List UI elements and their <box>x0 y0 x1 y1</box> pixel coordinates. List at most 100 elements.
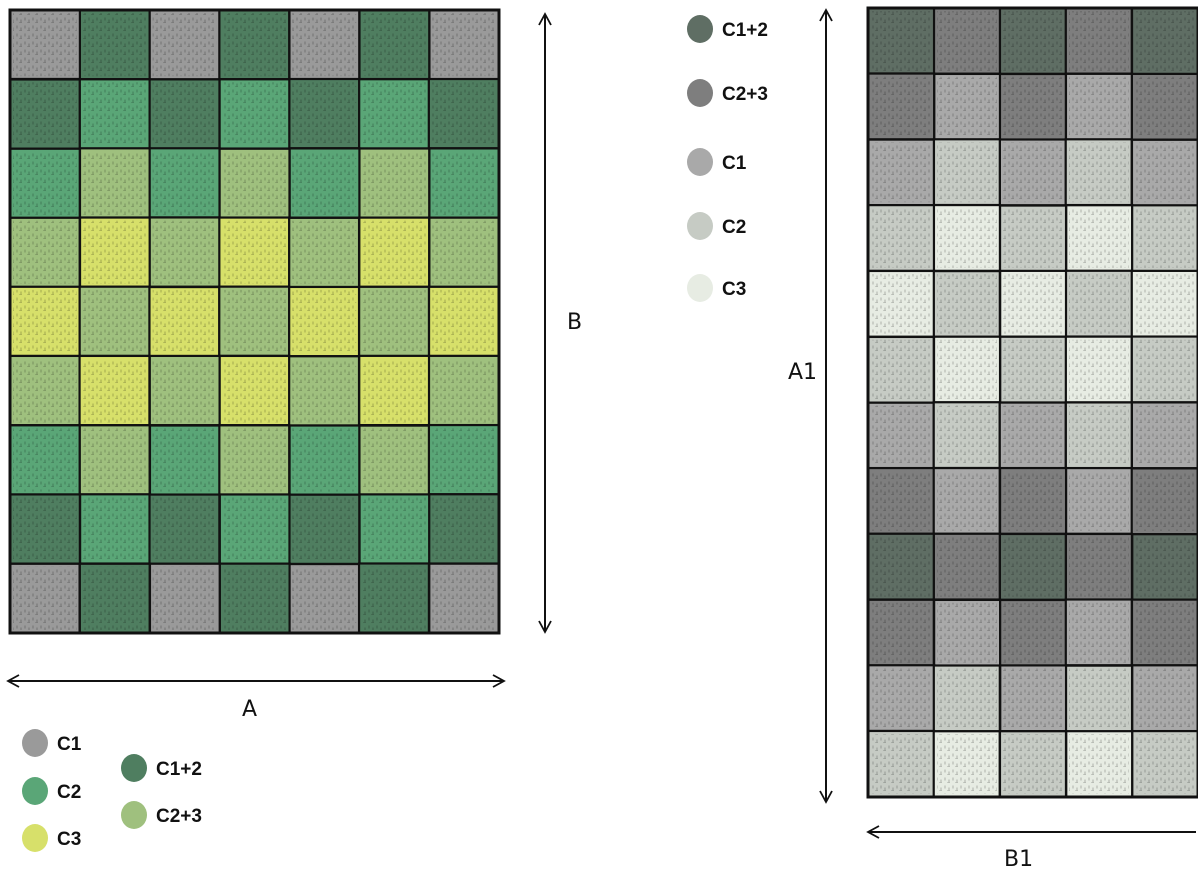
quilt-a-block-stitching <box>152 497 217 561</box>
quilt-a-block-stitching <box>292 428 357 492</box>
quilt-a-block-stitching <box>82 497 147 561</box>
legend-b-swatch <box>687 148 713 176</box>
quilt-a-block <box>288 562 361 635</box>
quilt-a-block <box>218 147 291 220</box>
quilt-b-block-stitching <box>1069 668 1129 729</box>
quilt-b-block-stitching <box>1069 405 1129 466</box>
quilt-b-block <box>867 269 936 338</box>
quilt-a-block-stitching <box>362 289 427 354</box>
quilt-b-block-stitching <box>1069 734 1129 794</box>
quilt-a-block <box>218 562 291 634</box>
quilt-b-block <box>932 138 1002 207</box>
quilt-b-block <box>932 401 1001 470</box>
quilt-a-block <box>148 285 221 358</box>
legend-b-item: C2+3 <box>687 79 768 107</box>
quilt-b-block-stitching <box>937 734 997 794</box>
quilt-a-block-stitching <box>222 151 287 215</box>
quilt-b-block-stitching <box>937 208 997 268</box>
quilt-b-block <box>866 532 936 601</box>
quilt-a-block <box>78 8 151 81</box>
quilt-a-block <box>78 424 151 496</box>
quilt-b-block-stitching <box>1003 11 1063 71</box>
quilt-b-block-stitching <box>1135 208 1195 268</box>
quilt-b-block-stitching <box>1135 602 1195 663</box>
quilt-b-block <box>867 72 936 141</box>
quilt-b-block-stitching <box>1003 471 1063 531</box>
quilt-b-block-stitching <box>1069 602 1129 663</box>
quilt-b-block-stitching <box>871 734 931 794</box>
dimension-label-a: A <box>242 697 257 722</box>
quilt-a-block-stitching <box>13 566 77 630</box>
quilt-b-block-stitching <box>1069 208 1129 268</box>
quilt-a-block-stitching <box>432 566 496 630</box>
quilt-b-block-stitching <box>937 602 997 663</box>
quilt-a-block <box>218 285 291 357</box>
quilt-b-block <box>1130 269 1198 338</box>
quilt-a-block <box>148 78 221 150</box>
quilt-a-block-stitching <box>222 82 287 146</box>
quilt-b-block-stitching <box>871 274 931 334</box>
quilt-a-block-stitching <box>292 566 357 630</box>
quilt-a-block <box>427 77 500 150</box>
quilt-b-block <box>932 6 1002 75</box>
quilt-a-block <box>428 147 501 219</box>
quilt-b-block <box>1064 138 1133 207</box>
quilt-b-block <box>932 466 1001 535</box>
quilt-b-block <box>866 598 935 667</box>
quilt-b-block <box>1064 532 1134 601</box>
quilt-b-block-stitching <box>1135 471 1195 531</box>
quilt-a-block-stitching <box>152 289 217 354</box>
quilt-a-block <box>358 78 431 150</box>
quilt-b-block <box>1131 533 1198 602</box>
quilt-a-block-stitching <box>432 151 496 215</box>
quilt-a-block-stitching <box>292 82 357 146</box>
quilt-a-block <box>357 562 431 634</box>
quilt-a-block-stitching <box>13 359 77 423</box>
quilt-a-block <box>78 285 151 358</box>
quilt-b-block-stitching <box>1003 405 1063 466</box>
quilt-b-block <box>1131 730 1198 798</box>
quilt-a-block <box>78 562 151 635</box>
quilt-a-block <box>218 354 291 427</box>
quilt-b-block <box>867 6 936 75</box>
quilt-a-block <box>148 562 221 635</box>
quilt-a-block-stitching <box>152 428 217 492</box>
quilt-b-block <box>999 269 1068 338</box>
quilt-b-block <box>1130 72 1198 141</box>
quilt-b-block <box>1065 204 1134 273</box>
legend-b-swatch <box>687 212 713 240</box>
quilt-a-block-stitching <box>152 13 217 77</box>
quilt-b-block-stitching <box>937 339 997 400</box>
quilt-b-block-stitching <box>1003 602 1063 663</box>
quilt-b-block <box>1064 401 1133 470</box>
legend-a-label: C3 <box>57 829 81 850</box>
quilt-b-block <box>932 270 1001 338</box>
legend-b-item: C1 <box>687 148 747 176</box>
quilt-b-block-stitching <box>1069 339 1129 400</box>
quilt-a-block-stitching <box>292 497 357 561</box>
quilt-b-block <box>1131 664 1198 733</box>
quilt-b-block-stitching <box>937 142 997 203</box>
legend-b-swatch <box>687 274 713 302</box>
quilt-a-block <box>288 355 361 427</box>
quilt-a-block <box>288 9 361 81</box>
quilt-b-block-stitching <box>937 471 997 531</box>
quilt-a-block-stitching <box>362 359 427 423</box>
quilt-b-block <box>998 138 1067 207</box>
quilt-a-block-stitching <box>432 497 496 561</box>
quilt-a-block-stitching <box>432 428 496 492</box>
quilt-a-block <box>358 424 431 496</box>
quilt-a-block <box>358 147 431 219</box>
quilt-a <box>8 8 501 635</box>
quilt-a-block <box>8 493 81 565</box>
quilt-a-block <box>8 78 81 150</box>
quilt-b-block <box>932 664 1001 733</box>
legend-a: C1 C2 C3 C1+2 C2+3 <box>22 729 202 852</box>
quilt-a-block-stitching <box>362 82 427 146</box>
quilt-a-block-stitching <box>13 82 77 146</box>
quilt-a-block <box>288 424 361 496</box>
quilt-b-block-stitching <box>871 208 931 268</box>
quilt-a-block <box>428 562 501 634</box>
legend-a-label: C2 <box>57 782 81 803</box>
quilt-a-block <box>79 493 152 565</box>
